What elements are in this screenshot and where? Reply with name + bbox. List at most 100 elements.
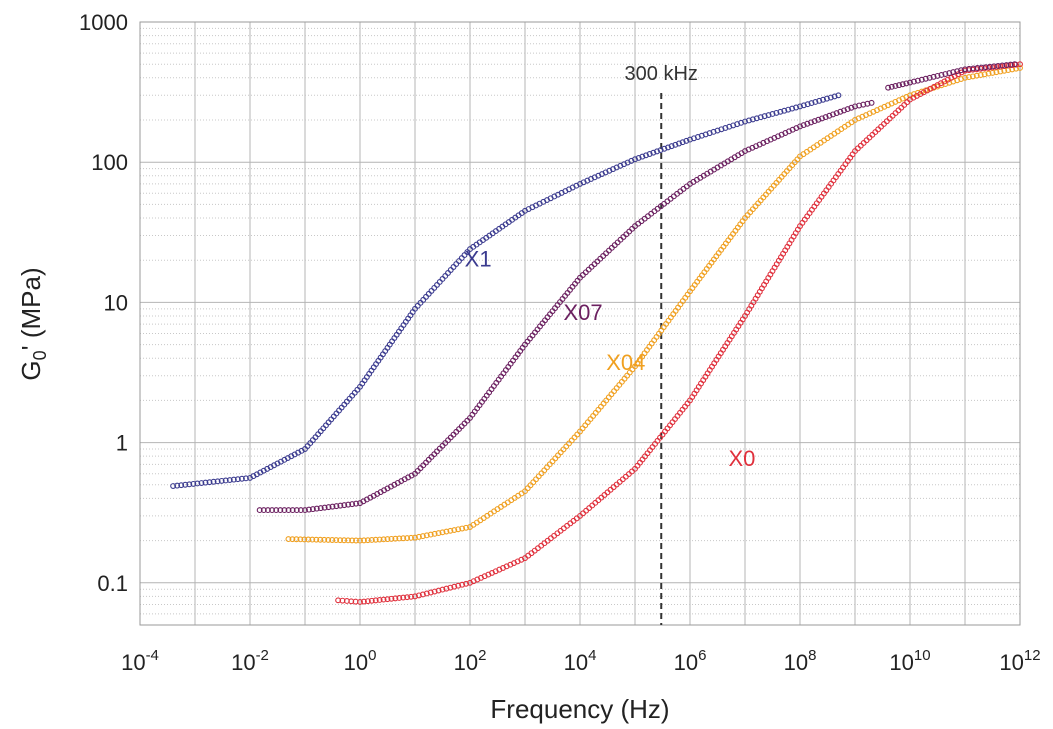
data-point [463,580,470,587]
data-point [447,527,454,534]
data-point [650,149,657,156]
annotation-label: 300 kHz [625,63,698,85]
data-point [616,478,623,485]
data-point [450,264,457,270]
data-point [392,595,399,602]
data-point [456,426,462,433]
data-point [459,525,466,532]
data-point [436,278,443,285]
data-point [745,117,752,124]
data-point [289,536,296,543]
data-point [368,537,375,543]
data-point [914,77,921,84]
data-point [388,535,395,542]
data-point [822,114,829,121]
data-point [892,83,899,89]
data-point [530,479,537,486]
data-point [1017,65,1023,71]
data-point [427,531,434,538]
data-point [297,536,304,543]
data-point [305,506,312,513]
data-point [552,455,559,462]
data-point [918,76,925,83]
x-tick-exponent: -2 [256,647,269,664]
data-point [329,503,336,510]
x-tick-exponent: 12 [1024,647,1041,664]
data-point [218,477,225,484]
data-point [811,118,818,125]
data-point [672,141,679,148]
data-point [812,99,819,105]
data-point [826,112,833,119]
data-point [878,123,885,130]
data-point [186,481,193,488]
data-point [590,413,597,419]
data-point [978,64,985,71]
data-point [238,475,245,482]
data-point [816,97,823,104]
data-point [408,534,415,541]
y-axis-title-sub: 0 [30,350,50,360]
data-point [445,270,451,276]
data-point [981,71,988,78]
data-point [434,448,440,455]
data-point [431,284,438,291]
data-point [400,535,407,542]
data-point [607,486,614,493]
data-point [388,595,395,602]
data-point [309,536,316,543]
data-point [896,82,903,89]
data-point [329,537,336,543]
data-point [899,81,906,88]
data-point [198,480,205,486]
data-point [325,536,332,543]
data-point [423,459,429,466]
data-point [621,375,628,382]
data-point [368,597,375,604]
data-point [872,129,879,136]
data-point [392,535,399,542]
data-point [384,536,391,543]
data-point [264,507,271,514]
data-point [742,118,748,125]
data-point [461,420,468,427]
data-point [592,499,599,506]
data-point [372,536,379,543]
data-point [584,419,591,426]
data-point [451,583,458,590]
x-tick-label: 10-4 [121,647,159,675]
data-point [635,154,642,161]
data-point [657,147,664,154]
data-point [423,532,430,539]
data-point [789,105,796,112]
data-point [889,112,896,119]
data-point [969,73,976,80]
data-point [769,111,776,117]
data-point [823,95,830,102]
x-tick-label: 1012 [999,647,1040,675]
data-point [608,391,615,398]
data-point [341,502,348,509]
data-point [833,110,840,117]
data-point [256,507,263,514]
x-tick-base: 10 [344,650,368,675]
data-point [170,483,177,489]
data-point [357,537,363,544]
data-point [464,417,471,424]
data-point [574,431,581,438]
data-point [985,70,992,77]
data-point [269,507,275,514]
data-point [372,597,379,604]
data-point [837,108,844,115]
data-point [313,536,320,543]
data-point [1007,61,1014,68]
data-point [412,534,418,541]
data-point [614,239,621,246]
data-point [962,74,968,81]
data-point [202,479,209,486]
x-tick-exponent: 10 [914,647,931,664]
data-point [459,581,466,588]
data-point [628,468,635,475]
data-point [848,104,855,111]
data-point [591,261,598,268]
